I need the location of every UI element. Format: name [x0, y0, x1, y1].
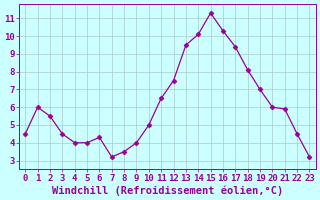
X-axis label: Windchill (Refroidissement éolien,°C): Windchill (Refroidissement éolien,°C) [52, 185, 283, 196]
